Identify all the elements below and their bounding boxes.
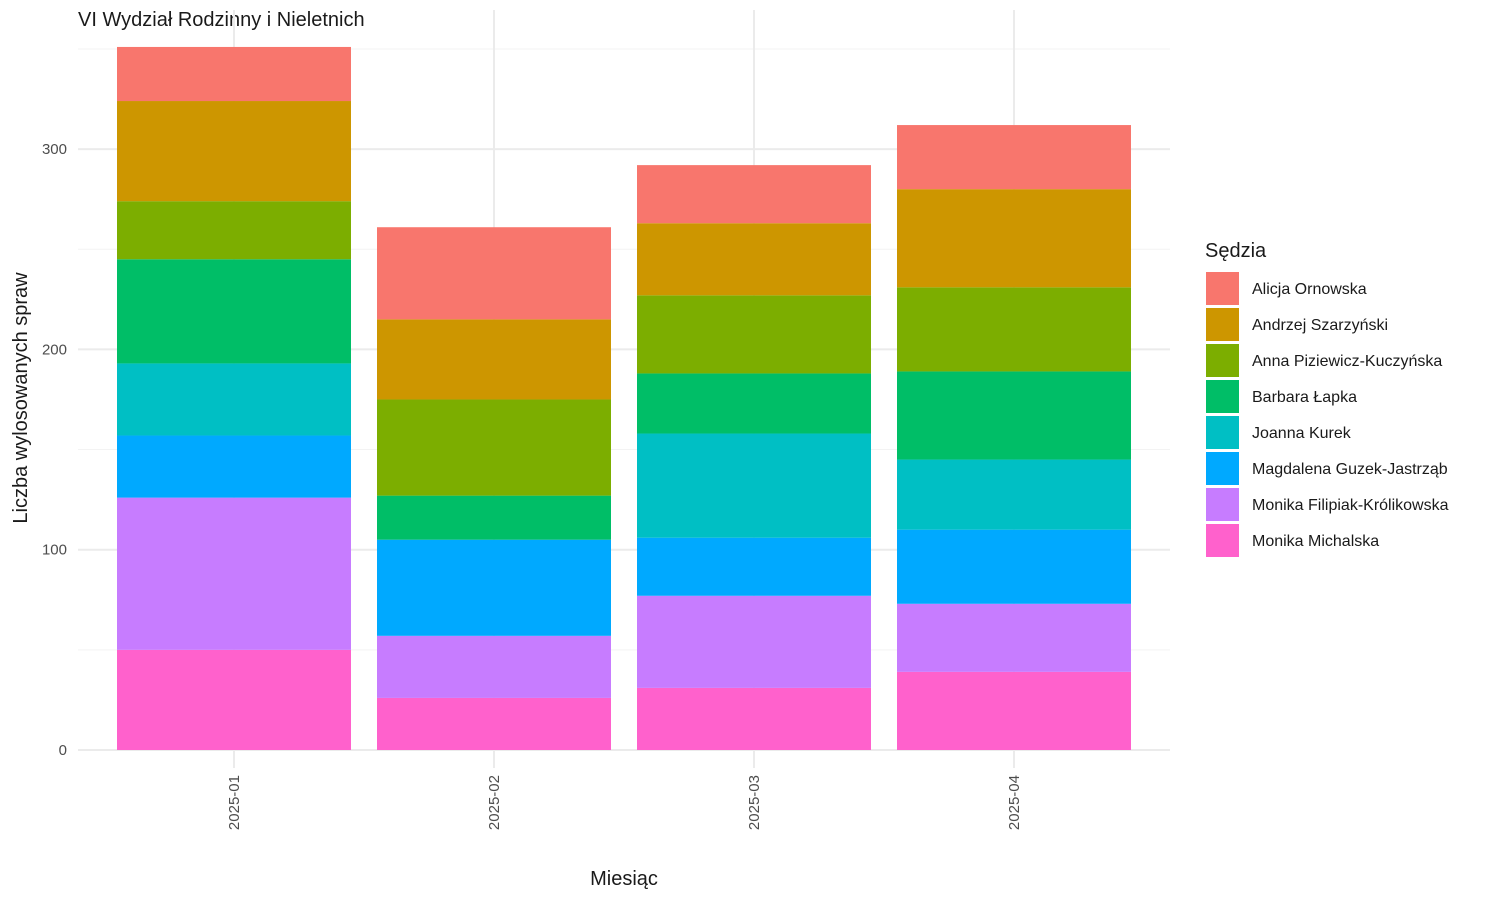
x-tick-label: 2025-03 <box>746 775 763 830</box>
bar-segment <box>117 101 351 202</box>
bar-segment <box>637 595 871 688</box>
legend-swatch <box>1206 524 1239 557</box>
bar-segment <box>117 363 351 436</box>
legend-label: Alicja Ornowska <box>1252 281 1367 298</box>
bar-segment <box>377 539 611 636</box>
bar-segment <box>117 259 351 364</box>
x-tick-label: 2025-02 <box>486 775 503 830</box>
bar-segment <box>897 125 1131 190</box>
bar-segment <box>637 223 871 296</box>
bar-segment <box>637 687 871 750</box>
legend-swatch <box>1206 488 1239 521</box>
legend-label: Magdalena Guzek-Jastrząb <box>1252 461 1448 478</box>
bar-segment <box>637 295 871 374</box>
y-tick-label: 200 <box>42 341 67 358</box>
legend: Sędzia Alicja Ornowska Andrzej Szarzyński… <box>1205 240 1449 557</box>
legend-title: Sędzia <box>1205 240 1267 262</box>
bar-segment <box>637 373 871 434</box>
legend-label: Monika Michalska <box>1252 533 1379 550</box>
bar-segment <box>637 165 871 224</box>
y-tick-label: 100 <box>42 542 67 559</box>
legend-swatch <box>1206 308 1239 341</box>
bar-segment <box>897 287 1131 372</box>
legend-label: Anna Piziewicz-Kuczyńska <box>1252 353 1442 370</box>
bar-segment <box>897 371 1131 460</box>
bar-segment <box>377 227 611 320</box>
bar-segment <box>377 399 611 496</box>
legend-swatch <box>1206 344 1239 377</box>
bar-segment <box>117 201 351 260</box>
x-axis-ticks: 2025-01 2025-02 2025-03 2025-04 <box>226 760 1023 830</box>
y-axis-title: Liczba wylosowanych spraw <box>10 272 32 524</box>
legend-swatch <box>1206 272 1239 305</box>
bar-segment <box>897 671 1131 750</box>
bar-segment <box>897 603 1131 672</box>
legend-swatch <box>1206 452 1239 485</box>
legend-label: Barbara Łapka <box>1252 389 1357 406</box>
y-axis-ticks: 0 100 200 300 <box>42 141 67 759</box>
bar-segment <box>377 697 611 750</box>
bar-segment <box>117 435 351 498</box>
legend-label: Monika Filipiak-Królikowska <box>1252 497 1449 514</box>
bar-segment <box>377 635 611 698</box>
bar-segment <box>117 497 351 650</box>
y-tick-label: 300 <box>42 141 67 158</box>
x-axis-title: Miesiąc <box>590 868 658 890</box>
bar-segment <box>637 537 871 596</box>
legend-swatch <box>1206 380 1239 413</box>
bar-segment <box>637 433 871 538</box>
legend-items: Alicja Ornowska Andrzej Szarzyński Anna Pi… <box>1206 272 1449 557</box>
bar-segment <box>897 189 1131 288</box>
x-tick-label: 2025-01 <box>226 775 243 830</box>
bar-segment <box>117 46 351 102</box>
y-tick-label: 0 <box>59 742 67 759</box>
chart-title: VI Wydział Rodzinny i Nieletnich <box>78 9 365 31</box>
bar-segment <box>897 459 1131 530</box>
bars <box>117 46 1131 750</box>
bar-segment <box>117 649 351 750</box>
bar-segment <box>897 529 1131 604</box>
legend-swatch <box>1206 416 1239 449</box>
bar-segment <box>377 495 611 540</box>
bar-segment <box>377 319 611 400</box>
legend-label: Joanna Kurek <box>1252 425 1352 442</box>
legend-label: Andrzej Szarzyński <box>1252 317 1388 334</box>
x-tick-label: 2025-04 <box>1006 775 1023 830</box>
